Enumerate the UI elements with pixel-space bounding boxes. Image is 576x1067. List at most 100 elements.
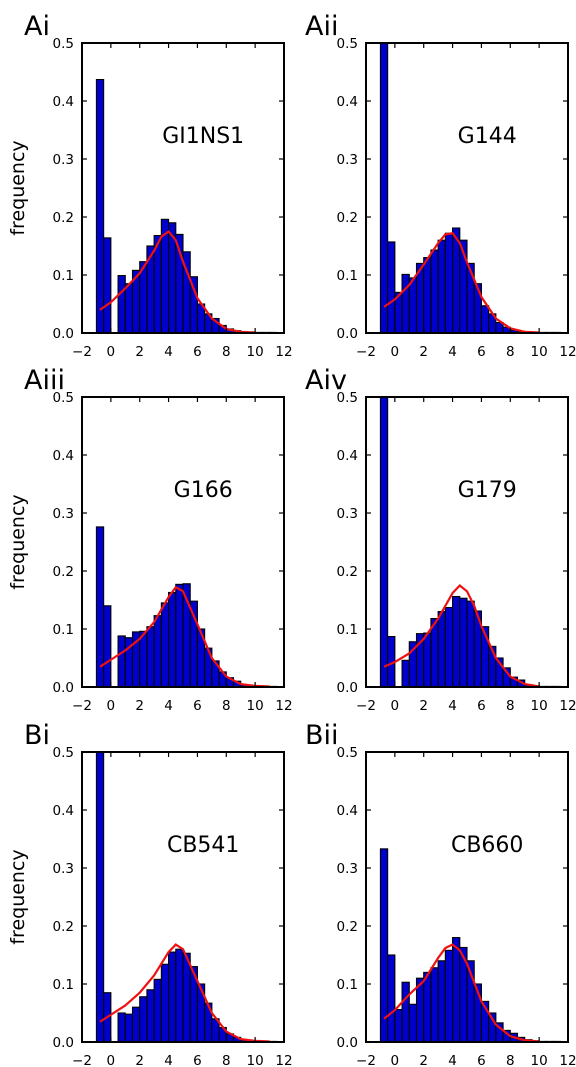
x-tick-label: 4 — [448, 698, 457, 714]
y-tick-label: 0.2 — [53, 919, 74, 935]
histogram-bar — [437, 960, 446, 1042]
y-tick-label: 0.2 — [337, 564, 358, 580]
x-tick-label: −2 — [356, 344, 376, 360]
y-tick-label: 0.3 — [53, 506, 74, 522]
panel-bii: −20246810120.00.10.20.30.40.5BiiCB660log… — [305, 720, 576, 1067]
x-tick-label: 0 — [391, 1053, 400, 1067]
panel-label: Aiii — [24, 365, 65, 396]
fit-curve — [99, 943, 270, 1042]
x-tick-label: 0 — [107, 1053, 116, 1067]
x-tick-label: 8 — [506, 698, 515, 714]
y-axis-label: frequency — [7, 849, 29, 944]
plot-marks — [379, 848, 562, 1042]
x-tick-label: 0 — [107, 344, 116, 360]
histogram-bar — [408, 1003, 418, 1042]
y-tick-label: 0.5 — [337, 390, 358, 406]
plot-frame — [81, 396, 285, 688]
y-tick-label: 0.4 — [53, 448, 74, 464]
histogram-bar — [495, 322, 504, 333]
x-tick-label: 10 — [247, 698, 264, 714]
histogram-bar — [160, 963, 170, 1042]
y-tick-label: 0.4 — [337, 803, 358, 819]
histogram-bar — [146, 626, 155, 687]
plot-frame — [365, 751, 569, 1043]
histogram-bar — [175, 948, 184, 1042]
y-tick-label: 0.0 — [337, 680, 358, 696]
x-tick-label: 12 — [559, 1053, 576, 1067]
x-tick-label: 8 — [222, 1053, 231, 1067]
plot-marks — [379, 43, 562, 333]
histogram-bar — [401, 659, 410, 687]
histogram-bar — [168, 591, 177, 687]
histogram-bar — [452, 937, 461, 1042]
histogram-bar — [444, 606, 454, 687]
y-tick-label: 0.2 — [53, 210, 74, 226]
histogram-bar — [168, 951, 177, 1042]
histogram-bar — [117, 1012, 126, 1042]
histogram-bar — [430, 967, 439, 1042]
histogram-bar — [452, 227, 461, 333]
histogram-bar — [175, 583, 184, 687]
y-tick-label: 0.4 — [53, 803, 74, 819]
panel-label: Aii — [305, 11, 338, 42]
y-tick-label: 0.3 — [337, 861, 358, 877]
y-tick-label: 0.5 — [337, 36, 358, 52]
x-tick-label: 6 — [193, 344, 202, 360]
x-tick-label: 10 — [531, 1053, 548, 1067]
histogram-bar — [466, 600, 475, 687]
histogram-bar — [423, 971, 432, 1042]
y-tick-label: 0.1 — [53, 268, 74, 284]
panel-label: Bii — [305, 720, 339, 751]
x-tick-label: 10 — [247, 344, 264, 360]
y-tick-label: 0.1 — [53, 622, 74, 638]
x-tick-label: 2 — [135, 344, 144, 360]
histogram-bar — [387, 241, 396, 333]
x-tick-label: 2 — [419, 698, 428, 714]
histogram-bar — [117, 635, 126, 687]
histogram-bar — [103, 605, 112, 687]
x-tick-label: 6 — [477, 344, 486, 360]
histogram-bar — [387, 954, 396, 1042]
x-tick-label: 6 — [193, 1053, 202, 1067]
histogram-bar — [139, 630, 148, 687]
fit-curve — [383, 584, 540, 687]
x-tick-label: 0 — [107, 698, 116, 714]
y-tick-label: 0.4 — [337, 448, 358, 464]
y-tick-label: 0.2 — [53, 564, 74, 580]
sample-name: G144 — [458, 124, 517, 149]
y-tick-label: 0.3 — [53, 152, 74, 168]
y-tick-label: 0.1 — [337, 622, 358, 638]
x-tick-label: 12 — [559, 344, 576, 360]
x-tick-label: −2 — [72, 698, 92, 714]
y-tick-label: 0.1 — [337, 268, 358, 284]
x-tick-label: 8 — [222, 698, 231, 714]
y-tick-label: 0.0 — [337, 326, 358, 342]
histogram-bar — [401, 981, 410, 1042]
x-tick-label: 4 — [164, 698, 173, 714]
x-tick-label: 4 — [164, 344, 173, 360]
histogram-bar — [408, 277, 418, 333]
histogram-bar — [117, 275, 126, 333]
plot-marks — [95, 752, 278, 1042]
y-tick-label: 0.3 — [337, 506, 358, 522]
histogram-bar — [153, 978, 162, 1042]
histogram-bar — [480, 305, 490, 333]
x-tick-label: 10 — [531, 698, 548, 714]
x-tick-label: 6 — [477, 698, 486, 714]
panel-ai: −2 0 2 4 6 8 10 12 0.0 0.1 0.2 0.3 0.4 0.5Ai GI1NS1 fre… — [7, 11, 293, 360]
histogram-bar — [146, 989, 155, 1042]
x-tick-label: 6 — [193, 698, 202, 714]
histogram-bar — [466, 262, 475, 333]
histogram-bar — [379, 43, 389, 333]
fit-curve — [99, 230, 256, 333]
sample-name: G166 — [174, 478, 233, 503]
histogram-bar — [437, 611, 446, 687]
plot-frame — [365, 396, 569, 688]
x-tick-label: 6 — [477, 1053, 486, 1067]
fit-curve — [383, 943, 540, 1042]
x-tick-label: 4 — [448, 344, 457, 360]
histogram-bar — [139, 996, 148, 1042]
y-tick-label: 0.4 — [337, 94, 358, 110]
